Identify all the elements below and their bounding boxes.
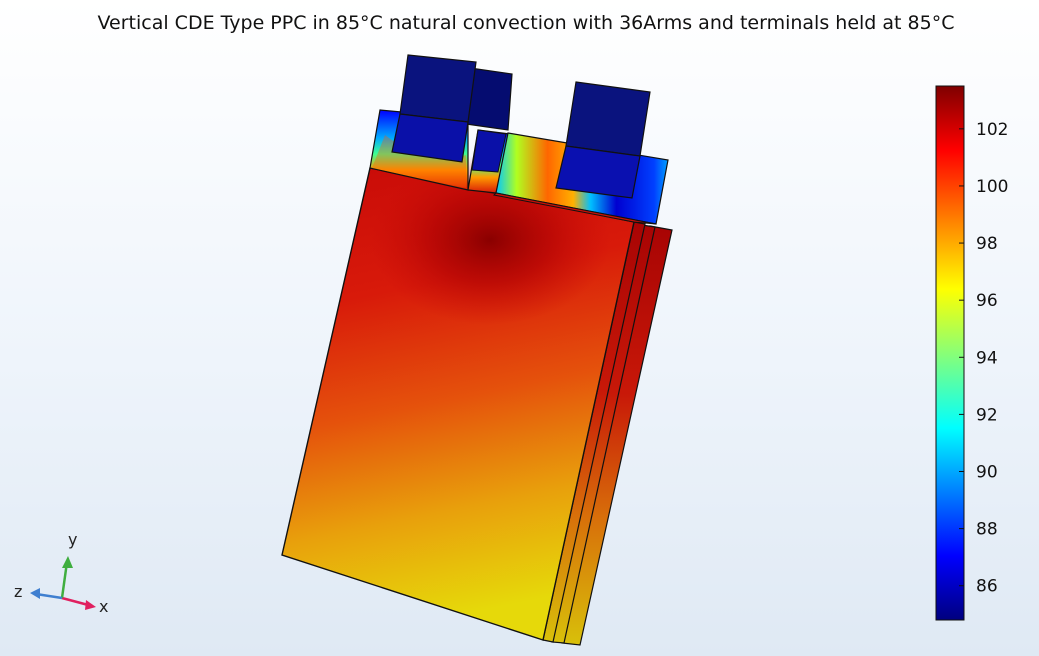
terminal-middle[interactable] — [471, 129, 507, 173]
x-axis-label: x — [99, 597, 108, 616]
terminal-left-front — [399, 54, 477, 123]
colorbar-tick-label: 90 — [976, 463, 998, 483]
terminal-left[interactable] — [391, 54, 513, 163]
terminal-middle-base — [471, 129, 507, 173]
z-axis-arrow-head — [30, 588, 40, 599]
colorbar-tick-label: 100 — [976, 177, 1008, 197]
colorbar-tick-label: 88 — [976, 520, 998, 540]
terminal-left-base — [391, 113, 469, 163]
capacitor-body[interactable] — [281, 155, 673, 646]
y-axis-arrow-head — [62, 556, 73, 568]
colorbar-ticks: 102 100 98 96 94 92 90 88 86 — [959, 120, 1008, 597]
terminal-right-base — [555, 145, 641, 199]
colorbar-tick-label: 98 — [976, 234, 998, 254]
cap-right-lower — [492, 192, 657, 225]
colorbar-gradient — [935, 85, 965, 621]
colorbar-tick-label: 102 — [976, 120, 1008, 140]
colorbar-tick-label: 96 — [976, 291, 998, 311]
x-axis-arrow-head — [85, 600, 96, 610]
z-axis-arrow — [35, 592, 63, 600]
plot-title: Vertical CDE Type PPC in 85°C natural co… — [97, 12, 955, 34]
colorbar: 102 100 98 96 94 92 90 88 86 — [935, 85, 1008, 621]
y-axis-label: y — [68, 530, 77, 549]
axes-triad: x y z — [14, 530, 108, 616]
colorbar-tick-label: 92 — [976, 405, 998, 425]
terminal-right-front — [565, 81, 651, 157]
colorbar-tick-label: 86 — [976, 577, 998, 597]
colorbar-tick-label: 94 — [976, 348, 998, 368]
terminal-right[interactable] — [555, 81, 651, 199]
z-axis-label: z — [14, 582, 22, 601]
